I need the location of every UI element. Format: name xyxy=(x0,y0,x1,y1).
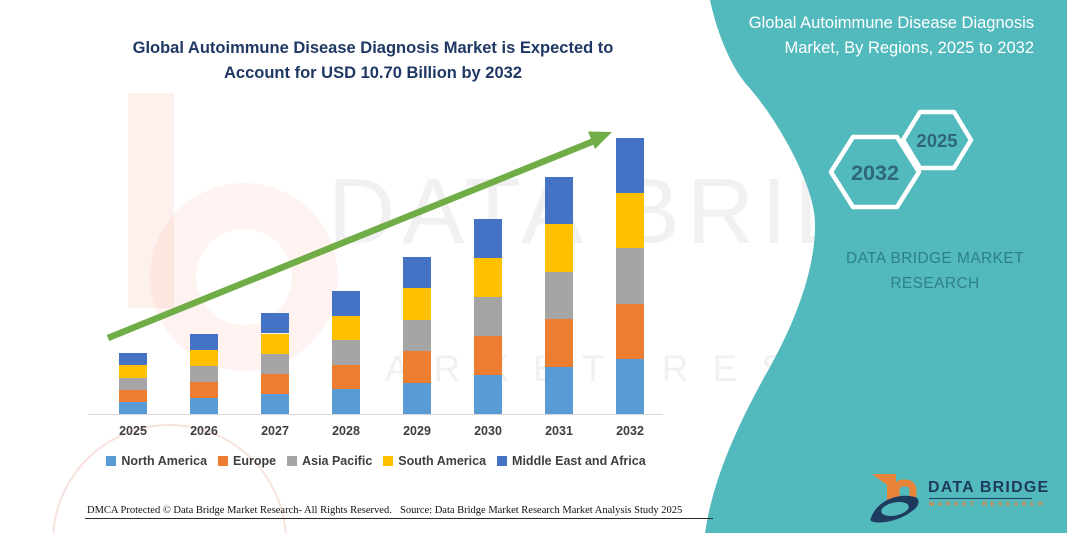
x-axis-label-2028: 2028 xyxy=(332,424,360,438)
legend-swatch-icon xyxy=(106,456,117,466)
x-axis-label-2029: 2029 xyxy=(403,424,431,438)
legend-swatch-icon xyxy=(287,456,298,466)
bar-segment-south-america-2026 xyxy=(190,350,218,366)
x-axis-label-2030: 2030 xyxy=(474,424,502,438)
bar-segment-north-america-2032 xyxy=(616,358,644,414)
bar-segment-north-america-2029 xyxy=(403,382,431,414)
x-axis-label-2031: 2031 xyxy=(545,424,573,438)
bar-segment-asia-pacific-2030 xyxy=(474,297,502,337)
bar-segment-north-america-2030 xyxy=(474,375,502,414)
logo-divider xyxy=(929,498,1032,499)
bar-segment-asia-pacific-2029 xyxy=(403,319,431,352)
footer-dmca-text: DMCA Protected © Data Bridge Market Rese… xyxy=(87,505,392,516)
bar-segment-asia-pacific-2028 xyxy=(332,340,360,365)
bar-segment-north-america-2031 xyxy=(545,366,573,414)
bar-segment-north-america-2028 xyxy=(332,389,360,414)
bar-segment-europe-2030 xyxy=(474,336,502,376)
bar-segment-europe-2031 xyxy=(545,319,573,367)
bar-segment-middle-east-and-africa-2026 xyxy=(190,334,218,350)
bar-segment-asia-pacific-2027 xyxy=(261,353,289,374)
legend-label: North America xyxy=(121,454,208,468)
x-axis-label-2026: 2026 xyxy=(190,424,218,438)
bar-segment-middle-east-and-africa-2032 xyxy=(616,137,644,194)
chart-title-text: Global Autoimmune Disease Diagnosis Mark… xyxy=(132,39,614,82)
x-axis-label-2032: 2032 xyxy=(616,424,644,438)
bar-segment-south-america-2027 xyxy=(261,333,289,354)
hexagon-2025-label: 2025 xyxy=(916,130,957,151)
bar-segment-south-america-2032 xyxy=(616,193,644,249)
legend-item-europe: Europe xyxy=(218,454,276,468)
bar-segment-europe-2025 xyxy=(119,389,147,402)
bar-segment-south-america-2030 xyxy=(474,258,502,298)
bar-segment-south-america-2025 xyxy=(119,365,147,378)
legend-label: Middle East and Africa xyxy=(512,454,646,468)
legend-swatch-icon xyxy=(383,456,394,466)
watermark-circle xyxy=(52,424,287,533)
legend-item-north-america: North America xyxy=(106,454,207,468)
bar-segment-europe-2028 xyxy=(332,364,360,390)
bar-segment-north-america-2026 xyxy=(190,398,218,414)
legend-label: Europe xyxy=(233,454,277,468)
chart-title: Global Autoimmune Disease Diagnosis Mark… xyxy=(85,36,661,86)
footer-rule xyxy=(85,518,713,519)
panel-brand-text: DATA BRIDGE MARKET RESEARCH xyxy=(845,250,1024,292)
bar-segment-middle-east-and-africa-2028 xyxy=(332,291,360,316)
x-axis-label-2025: 2025 xyxy=(119,424,147,438)
chart-legend: North America Europe Asia Pacific South Ame… xyxy=(85,454,667,468)
bar-segment-middle-east-and-africa-2031 xyxy=(545,176,573,225)
x-axis-label-2027: 2027 xyxy=(261,424,289,438)
bar-segment-middle-east-and-africa-2029 xyxy=(403,256,431,289)
bar-segment-europe-2029 xyxy=(403,351,431,383)
bar-segment-north-america-2027 xyxy=(261,393,289,414)
legend-swatch-icon xyxy=(497,456,508,466)
bar-segment-north-america-2025 xyxy=(119,401,147,414)
bar-segment-south-america-2029 xyxy=(403,288,431,320)
footer-source-text: Source: Data Bridge Market Research Mark… xyxy=(400,505,683,516)
legend-label: South America xyxy=(398,454,487,468)
legend-item-south-america: South America xyxy=(383,454,486,468)
watermark-sub-text: MARKET RESEARCH xyxy=(330,348,1060,389)
legend-item-middle-east-and-africa: Middle East and Africa xyxy=(497,454,646,468)
bar-segment-europe-2032 xyxy=(616,303,644,359)
bar-segment-asia-pacific-2025 xyxy=(119,377,147,390)
x-axis-line xyxy=(88,414,663,415)
data-bridge-logo-icon xyxy=(870,474,919,523)
bar-segment-middle-east-and-africa-2027 xyxy=(261,313,289,334)
logo-title: DATA BRIDGE xyxy=(928,479,1050,496)
bar-segment-middle-east-and-africa-2025 xyxy=(119,353,147,366)
watermark-b-logo-bowl xyxy=(150,183,338,371)
legend-item-asia-pacific: Asia Pacific xyxy=(287,454,372,468)
logo-subtitle: MARKET RESEARCH xyxy=(929,501,1047,508)
bar-segment-south-america-2031 xyxy=(545,224,573,272)
bar-segment-asia-pacific-2031 xyxy=(545,271,573,320)
trend-arrow-head xyxy=(588,131,612,149)
bar-segment-asia-pacific-2026 xyxy=(190,366,218,382)
bar-segment-south-america-2028 xyxy=(332,315,360,341)
bar-segment-europe-2026 xyxy=(190,382,218,398)
legend-label: Asia Pacific xyxy=(302,454,373,468)
bar-segment-europe-2027 xyxy=(261,373,289,394)
legend-swatch-icon xyxy=(218,456,229,466)
bar-segment-asia-pacific-2032 xyxy=(616,248,644,304)
bar-segment-middle-east-and-africa-2030 xyxy=(474,219,502,259)
panel-title: Global Autoimmune Disease Diagnosis Mark… xyxy=(748,14,1034,57)
